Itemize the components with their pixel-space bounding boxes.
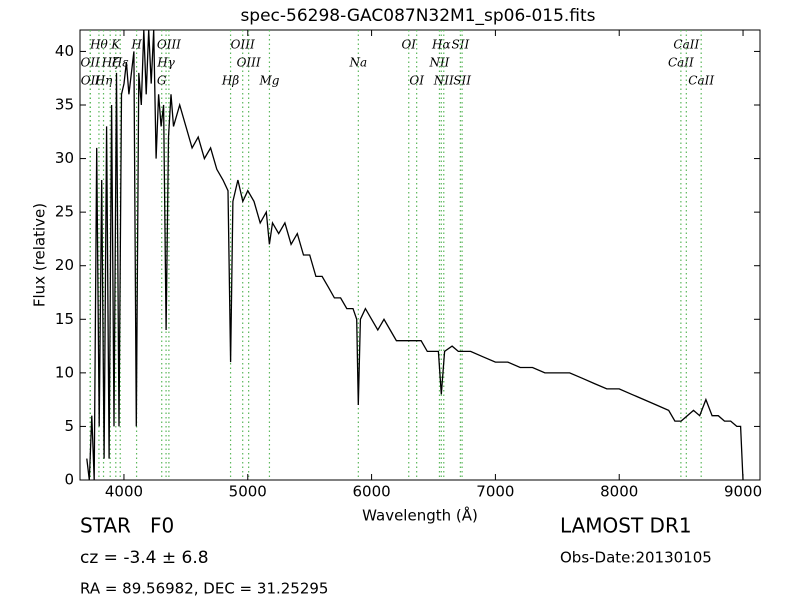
x-tick-label: 7000 — [476, 483, 514, 501]
x-tick-label: 8000 — [600, 483, 638, 501]
y-tick-label: 40 — [55, 42, 74, 60]
spectral-line-label: OIII — [157, 38, 181, 52]
spectral-line-label: Hε — [111, 56, 129, 70]
spectral-line-label: Hα — [431, 38, 451, 52]
spectral-line-label: OII — [81, 74, 101, 88]
spectral-line-label: OI — [409, 74, 424, 88]
annotation: RA = 89.56982, DEC = 31.25295 — [80, 580, 328, 598]
x-tick-label: 6000 — [352, 483, 390, 501]
plot-frame — [79, 29, 761, 481]
spectral-line-label: Hγ — [156, 56, 175, 70]
spectral-line-label: Hη — [94, 74, 113, 88]
annotation: LAMOST DR1 — [560, 514, 692, 538]
annotation: cz = -3.4 ± 6.8 — [80, 548, 209, 568]
y-tick-label: 5 — [64, 417, 74, 435]
spectral-line-label: G — [157, 74, 167, 88]
spectral-line-label: CaII — [668, 56, 694, 70]
x-tick-label: 5000 — [229, 483, 267, 501]
y-tick-label: 30 — [55, 149, 74, 167]
y-axis-label: Flux (relative) — [31, 203, 49, 307]
x-axis-label: Wavelength (Å) — [362, 506, 478, 525]
spectral-line-label: CaII — [688, 74, 714, 88]
spectral-line-label: Hθ — [89, 38, 108, 52]
y-tick-label: 0 — [64, 471, 74, 489]
spectral-line-label: SII — [452, 38, 470, 52]
chart-title: spec-56298-GAC087N32M1_sp06-015.fits — [240, 6, 595, 26]
spectral-line-label: OIII — [237, 56, 261, 70]
spectral-line-label: K — [110, 38, 121, 52]
spectral-line-label: Mg — [258, 74, 279, 88]
spectral-line-label: OI — [401, 38, 416, 52]
spectral-line-label: H — [130, 38, 142, 52]
spectral-line-label: NII — [433, 74, 454, 88]
spectrum-line — [86, 29, 744, 481]
spectral-line-label: SII — [453, 74, 471, 88]
x-tick-label: 9000 — [724, 483, 762, 501]
y-tick-label: 10 — [55, 363, 74, 381]
y-tick-label: 15 — [55, 310, 74, 328]
y-tick-label: 35 — [55, 96, 74, 114]
spectral-line-label: Na — [349, 56, 368, 70]
annotation: STAR F0 — [80, 514, 174, 538]
spectral-line-label: Hβ — [221, 74, 239, 88]
x-tick-label: 4000 — [105, 483, 143, 501]
annotation: Obs-Date:20130105 — [560, 549, 712, 567]
spectral-line-label: CaII — [673, 38, 699, 52]
spectral-line-label: NII — [428, 56, 449, 70]
spectral-line-label: OIII — [231, 38, 255, 52]
y-tick-label: 20 — [55, 256, 74, 274]
y-tick-label: 25 — [55, 203, 74, 221]
